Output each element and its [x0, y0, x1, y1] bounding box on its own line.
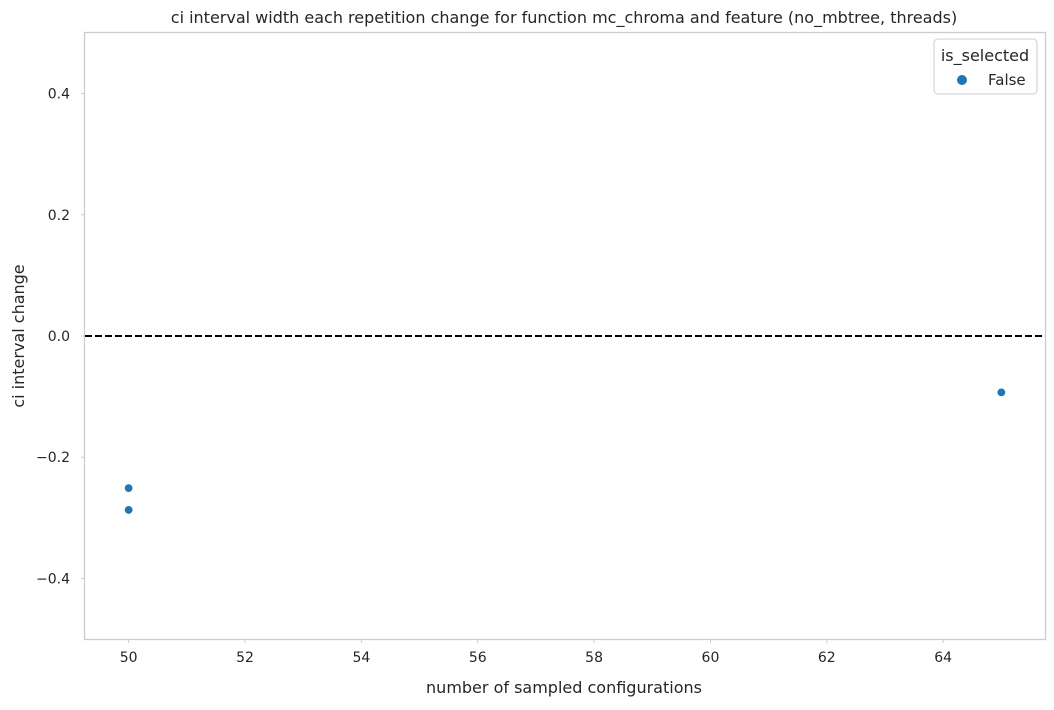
- chart-title: ci interval width each repetition change…: [171, 8, 957, 28]
- legend-title: is_selected: [941, 46, 1029, 66]
- x-tick-label: 50: [120, 650, 138, 666]
- y-axis-ticks: −0.4 −0.2 0.0 0.2 0.4: [36, 87, 85, 587]
- x-tick-label: 62: [818, 650, 836, 666]
- x-tick-label: 56: [469, 650, 487, 666]
- legend-marker-false: [957, 75, 967, 85]
- data-point: [996, 387, 1006, 397]
- x-tick-label: 58: [585, 650, 603, 666]
- x-tick-label: 54: [352, 650, 370, 666]
- data-points: [124, 387, 1006, 515]
- y-tick-label: 0.0: [48, 329, 70, 345]
- x-axis-ticks: 50 52 54 56 58 60 62 64: [120, 639, 952, 666]
- data-point: [124, 483, 134, 493]
- x-axis-label: number of sampled configurations: [426, 678, 702, 697]
- data-point: [124, 505, 134, 515]
- x-tick-label: 52: [236, 650, 254, 666]
- legend: is_selected False: [933, 38, 1038, 95]
- y-tick-label: 0.4: [48, 87, 70, 103]
- y-tick-label: −0.4: [36, 571, 70, 587]
- legend-label-false: False: [988, 71, 1026, 89]
- x-tick-label: 64: [934, 650, 952, 666]
- y-axis-label: ci interval change: [9, 264, 28, 407]
- y-tick-label: −0.2: [36, 450, 70, 466]
- y-tick-label: 0.2: [48, 208, 70, 224]
- x-tick-label: 60: [702, 650, 720, 666]
